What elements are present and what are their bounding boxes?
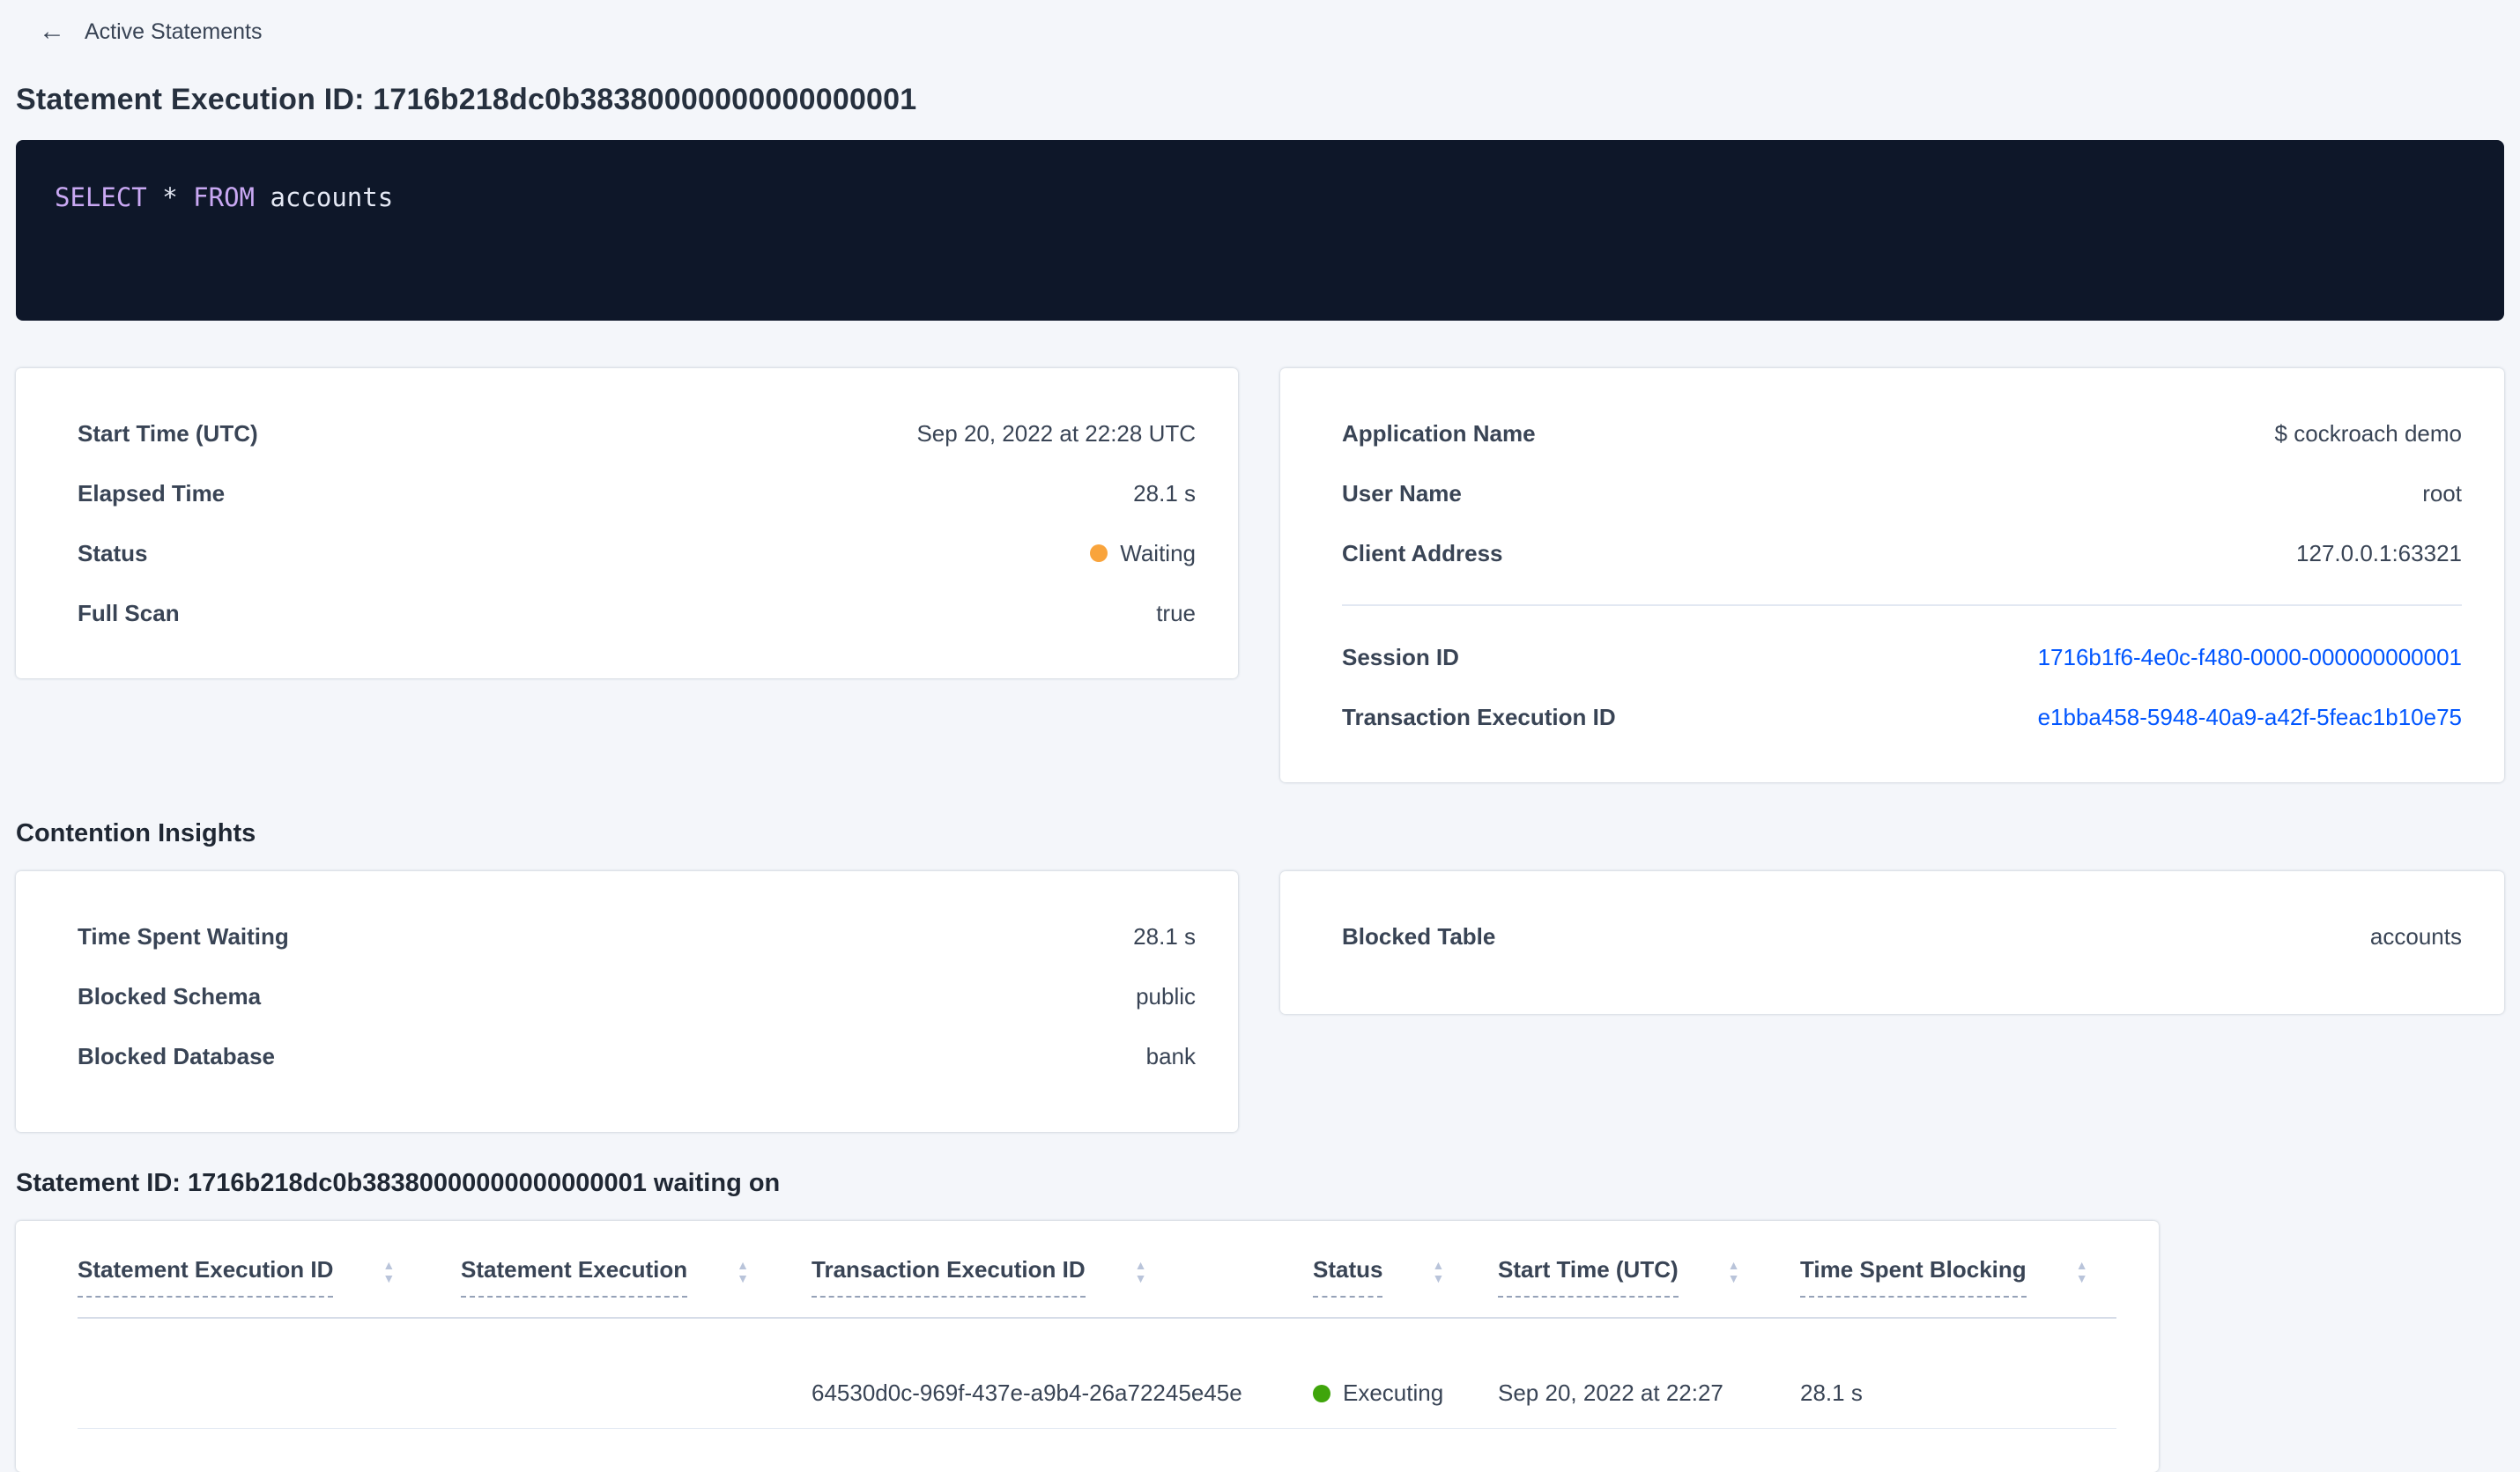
sort-arrows-icon[interactable]: ▲ ▼ xyxy=(737,1258,750,1285)
contention-cards-row: Time Spent Waiting 28.1 s Blocked Schema… xyxy=(16,871,2504,1132)
start-time-value: Sep 20, 2022 at 22:28 UTC xyxy=(916,419,1196,447)
blocked-table-label: Blocked Table xyxy=(1342,922,1496,950)
overview-card: Start Time (UTC) Sep 20, 2022 at 22:28 U… xyxy=(16,368,1238,678)
blocked-table-value: accounts xyxy=(2369,922,2462,950)
status-waiting-text: Waiting xyxy=(1120,539,1196,566)
cell-time-spent-blocking: 28.1 s xyxy=(1800,1318,2116,1429)
sort-arrows-icon[interactable]: ▲ ▼ xyxy=(1727,1258,1740,1285)
column-header-statement-execution[interactable]: Statement Execution ▲ ▼ xyxy=(461,1251,812,1319)
waiting-on-table-card: Statement Execution ID ▲ ▼ Statement Exec… xyxy=(16,1221,2159,1472)
start-time-label: Start Time (UTC) xyxy=(78,419,258,447)
sql-table-name: accounts xyxy=(270,182,394,212)
start-time-row: Start Time (UTC) Sep 20, 2022 at 22:28 U… xyxy=(78,403,1196,463)
blocked-schema-label: Blocked Schema xyxy=(78,982,262,1010)
sql-statement: SELECT * FROM accounts xyxy=(55,182,393,212)
application-name-label: Application Name xyxy=(1342,419,1536,447)
status-value: Waiting xyxy=(1090,540,1196,567)
status-row: Status Waiting xyxy=(78,523,1196,583)
time-spent-waiting-label: Time Spent Waiting xyxy=(78,922,289,950)
blocked-database-value: bank xyxy=(1145,1042,1196,1069)
status-waiting-dot-icon xyxy=(1090,544,1108,562)
table-row: 64530d0c-969f-437e-a9b4-26a72245e45e Exe… xyxy=(78,1318,2116,1429)
cell-transaction-execution-id: 64530d0c-969f-437e-a9b4-26a72245e45e xyxy=(812,1318,1313,1429)
sql-statement-box: SELECT * FROM accounts xyxy=(16,140,2504,321)
time-spent-waiting-value: 28.1 s xyxy=(1133,922,1196,950)
elapsed-time-row: Elapsed Time 28.1 s xyxy=(78,463,1196,523)
column-header-transaction-execution-id[interactable]: Transaction Execution ID ▲ ▼ xyxy=(812,1251,1313,1319)
session-id-row: Session ID 1716b1f6-4e0c-f480-0000-00000… xyxy=(1342,627,2462,687)
column-header-start-time[interactable]: Start Time (UTC) ▲ ▼ xyxy=(1498,1251,1800,1319)
page-title: Statement Execution ID: 1716b218dc0b3838… xyxy=(16,83,917,116)
elapsed-time-label: Elapsed Time xyxy=(78,479,226,507)
user-name-label: User Name xyxy=(1342,479,1462,507)
blocked-database-row: Blocked Database bank xyxy=(78,1026,1196,1086)
client-address-value: 127.0.0.1:63321 xyxy=(2296,539,2462,566)
status-label: Status xyxy=(78,539,148,566)
transaction-execution-id-label: Transaction Execution ID xyxy=(1342,703,1616,730)
application-name-row: Application Name $ cockroach demo xyxy=(1342,403,2462,463)
client-address-label: Client Address xyxy=(1342,539,1503,566)
transaction-execution-id-row: Transaction Execution ID e1bba458-5948-4… xyxy=(1342,687,2462,747)
status-executing-text: Executing xyxy=(1343,1380,1444,1407)
blocked-database-label: Blocked Database xyxy=(78,1042,275,1069)
blocked-table-row: Blocked Table accounts xyxy=(1342,906,2462,966)
application-name-value: $ cockroach demo xyxy=(2274,419,2462,447)
cell-start-time: Sep 20, 2022 at 22:27 xyxy=(1498,1318,1800,1429)
cell-status: Executing xyxy=(1313,1318,1498,1429)
time-spent-waiting-row: Time Spent Waiting 28.1 s xyxy=(78,906,1196,966)
full-scan-label: Full Scan xyxy=(78,599,180,626)
session-id-link[interactable]: 1716b1f6-4e0c-f480-0000-000000000001 xyxy=(2037,643,2462,670)
user-name-row: User Name root xyxy=(1342,463,2462,523)
sql-keyword-from: FROM xyxy=(193,182,256,212)
waiting-on-heading: Statement ID: 1716b218dc0b38380000000000… xyxy=(16,1169,781,1197)
status-executing-dot-icon xyxy=(1313,1384,1330,1402)
sort-arrows-icon[interactable]: ▲ ▼ xyxy=(1134,1258,1147,1285)
blocked-schema-value: public xyxy=(1136,982,1196,1010)
session-id-label: Session ID xyxy=(1342,643,1459,670)
blocked-schema-row: Blocked Schema public xyxy=(78,966,1196,1026)
session-card-divider xyxy=(1342,604,2462,606)
contention-right-card: Blocked Table accounts xyxy=(1280,871,2504,1014)
full-scan-value: true xyxy=(1156,599,1196,626)
sort-arrows-icon[interactable]: ▲ ▼ xyxy=(382,1258,396,1285)
back-link-active-statements[interactable]: Active Statements xyxy=(85,18,263,44)
sort-arrows-icon[interactable]: ▲ ▼ xyxy=(1432,1258,1445,1285)
cell-statement-execution-id xyxy=(78,1318,461,1429)
elapsed-time-value: 28.1 s xyxy=(1133,479,1196,507)
summary-cards-row: Start Time (UTC) Sep 20, 2022 at 22:28 U… xyxy=(16,368,2504,782)
waiting-on-table: Statement Execution ID ▲ ▼ Statement Exec… xyxy=(78,1251,2116,1429)
full-scan-row: Full Scan true xyxy=(78,583,1196,643)
back-arrow-icon[interactable]: ← xyxy=(39,17,65,46)
column-header-status[interactable]: Status ▲ ▼ xyxy=(1313,1251,1498,1319)
client-address-row: Client Address 127.0.0.1:63321 xyxy=(1342,523,2462,583)
transaction-execution-id-link[interactable]: e1bba458-5948-40a9-a42f-5feac1b10e75 xyxy=(2037,703,2462,730)
contention-insights-heading: Contention Insights xyxy=(16,819,256,847)
breadcrumb[interactable]: ← Active Statements xyxy=(16,12,2504,51)
session-card: Application Name $ cockroach demo User N… xyxy=(1280,368,2504,782)
column-header-time-spent-blocking[interactable]: Time Spent Blocking ▲ ▼ xyxy=(1800,1251,2116,1319)
sort-arrows-icon[interactable]: ▲ ▼ xyxy=(2075,1258,2088,1285)
user-name-value: root xyxy=(2422,479,2462,507)
cell-statement-execution xyxy=(461,1318,812,1429)
table-header-row: Statement Execution ID ▲ ▼ Statement Exec… xyxy=(78,1251,2116,1319)
sql-keyword-select: SELECT xyxy=(55,182,147,212)
column-header-statement-execution-id[interactable]: Statement Execution ID ▲ ▼ xyxy=(78,1251,461,1319)
sql-star: * xyxy=(162,182,178,212)
contention-left-card: Time Spent Waiting 28.1 s Blocked Schema… xyxy=(16,871,1238,1132)
